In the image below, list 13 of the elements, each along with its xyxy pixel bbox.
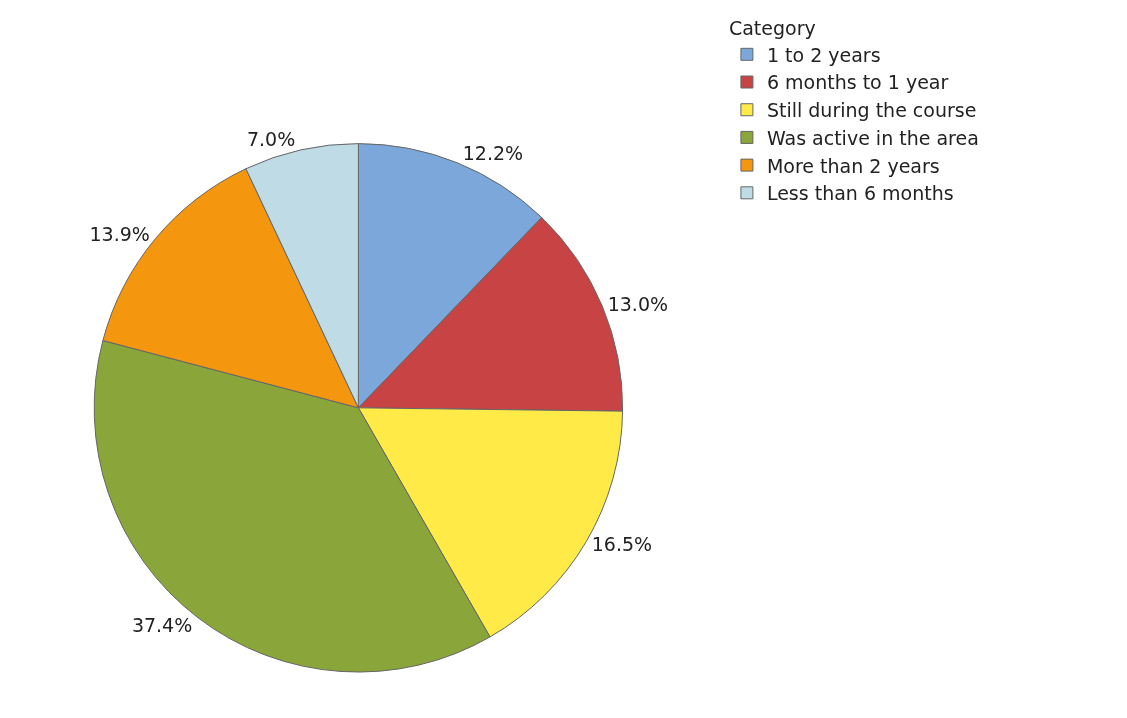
legend-label: 6 months to 1 year <box>766 71 949 94</box>
legend-label: More than 2 years <box>766 154 940 177</box>
data-label: 16.5% <box>591 533 653 556</box>
legend-label: Less than 6 months <box>766 182 954 205</box>
data-label: 13.0% <box>607 293 669 316</box>
legend-label: Was active in the area <box>766 126 979 149</box>
legend-title: Category <box>728 17 816 40</box>
legend-label: Still during the course <box>766 99 977 122</box>
legend-label: 1 to 2 years <box>766 43 881 66</box>
data-label: 12.2% <box>462 142 524 165</box>
data-label: 37.4% <box>131 613 193 636</box>
data-label: 7.0% <box>246 128 296 151</box>
data-label: 13.9% <box>89 223 150 246</box>
